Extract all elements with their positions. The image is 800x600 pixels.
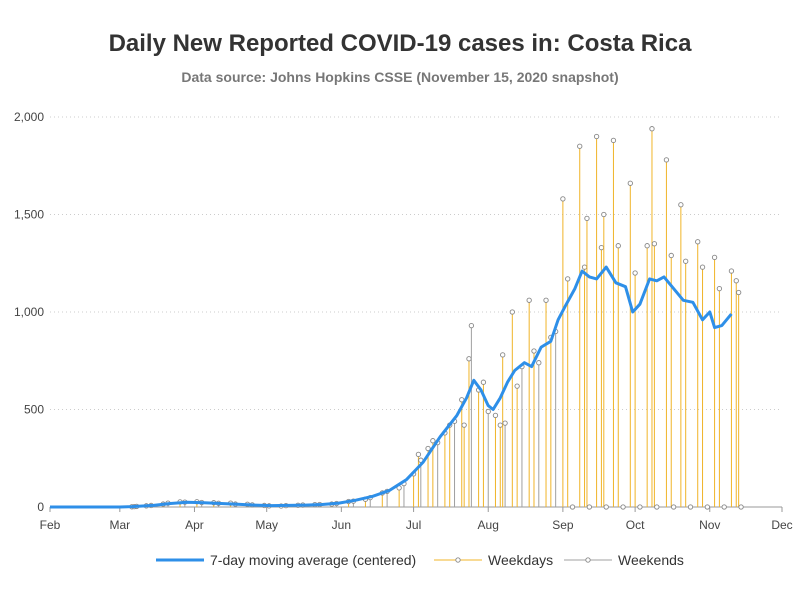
weekdays-point xyxy=(699,264,706,270)
weekends-point xyxy=(468,322,475,329)
x-tick-label: Oct xyxy=(626,518,645,532)
x-tick-label: Aug xyxy=(478,518,499,532)
x-tick-label: Mar xyxy=(109,518,130,532)
chart-title: Daily New Reported COVID-19 cases in: Co… xyxy=(108,30,692,57)
weekdays-point xyxy=(565,276,571,282)
y-tick-label: 0 xyxy=(37,500,44,514)
x-tick-label: Apr xyxy=(185,518,204,532)
weekends-point xyxy=(603,504,609,510)
legend-label: Weekdays xyxy=(488,552,553,568)
legend-weekdays-marker xyxy=(455,557,461,563)
weekends-point xyxy=(586,504,593,510)
weekdays-point xyxy=(716,285,723,292)
y-tick-label: 1,500 xyxy=(14,208,44,222)
weekdays-point xyxy=(728,268,735,274)
weekdays-point xyxy=(526,297,532,303)
y-tick-label: 500 xyxy=(24,403,44,417)
weekdays-point xyxy=(663,157,670,163)
weekdays-point xyxy=(531,348,537,354)
weekdays-point xyxy=(584,215,590,222)
weekdays-point xyxy=(711,254,718,261)
weekends-point xyxy=(502,420,508,426)
y-tick-label: 2,000 xyxy=(14,110,44,124)
weekdays-point xyxy=(560,196,566,202)
weekdays-point xyxy=(466,356,472,362)
weekends-point xyxy=(721,504,727,510)
weekdays-point xyxy=(461,422,467,428)
x-tick-label: Feb xyxy=(40,518,61,532)
weekdays-point xyxy=(480,379,487,385)
weekdays-point xyxy=(733,278,739,284)
weekends-point xyxy=(687,504,694,510)
weekdays-point xyxy=(610,137,617,144)
weekdays-point xyxy=(649,126,655,132)
weekdays-point xyxy=(598,244,605,251)
weekdays-point xyxy=(695,239,701,245)
x-tick-label: Jun xyxy=(332,518,351,532)
weekdays-point xyxy=(543,297,549,303)
weekdays-point xyxy=(581,264,588,270)
weekends-point xyxy=(670,504,677,510)
weekdays-point xyxy=(601,211,607,218)
weekdays-point xyxy=(497,422,503,428)
weekdays-point xyxy=(627,180,633,186)
weekdays-point xyxy=(651,241,658,247)
y-tick-label: 1,000 xyxy=(14,305,44,319)
weekdays-point xyxy=(514,383,520,389)
legend-label: 7-day moving average (centered) xyxy=(210,552,416,568)
weekdays-point xyxy=(736,289,742,296)
weekdays-point xyxy=(593,133,600,140)
weekends-point xyxy=(485,408,491,415)
weekdays-point xyxy=(509,309,515,315)
weekdays-point xyxy=(615,243,621,249)
weekdays-point xyxy=(668,252,674,259)
weekdays-point xyxy=(644,243,650,249)
weekdays-point xyxy=(678,202,684,208)
x-tick-label: Nov xyxy=(699,518,720,532)
x-tick-label: Sep xyxy=(552,518,574,532)
weekdays-point xyxy=(577,143,583,149)
weekdays-point xyxy=(425,445,431,452)
weekends-point xyxy=(569,504,576,510)
x-tick-label: Dec xyxy=(771,518,792,532)
weekdays-point xyxy=(492,412,499,418)
chart-subtitle: Data source: Johns Hopkins CSSE (Novembe… xyxy=(181,69,619,85)
weekdays-point xyxy=(430,438,436,444)
weekends-point xyxy=(738,504,744,510)
weekends-point xyxy=(620,504,626,510)
moving-average-line xyxy=(50,265,733,509)
legend-label: Weekends xyxy=(618,552,684,568)
weekdays-point xyxy=(415,451,422,457)
x-tick-label: May xyxy=(255,518,278,532)
weekdays-point xyxy=(500,352,506,358)
weekends-point xyxy=(536,360,542,366)
x-tick-label: Jul xyxy=(406,518,421,532)
weekends-point xyxy=(704,504,711,510)
weekends-point xyxy=(637,504,643,510)
weekdays-point xyxy=(683,258,689,264)
legend-weekends-marker xyxy=(585,557,591,563)
weekdays-point xyxy=(632,270,638,276)
weekends-point xyxy=(654,504,660,510)
